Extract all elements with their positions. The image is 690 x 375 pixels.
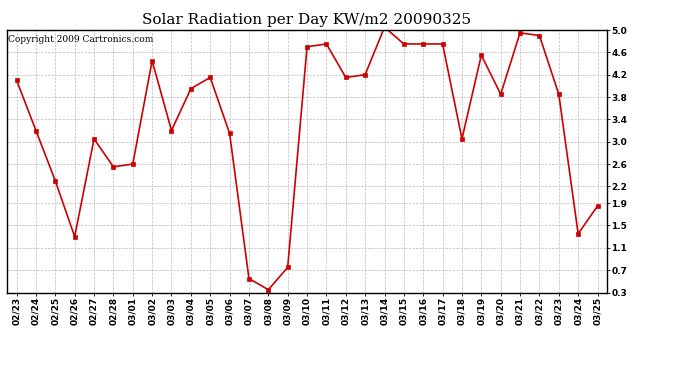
Title: Solar Radiation per Day KW/m2 20090325: Solar Radiation per Day KW/m2 20090325	[143, 13, 471, 27]
Text: Copyright 2009 Cartronics.com: Copyright 2009 Cartronics.com	[8, 35, 153, 44]
